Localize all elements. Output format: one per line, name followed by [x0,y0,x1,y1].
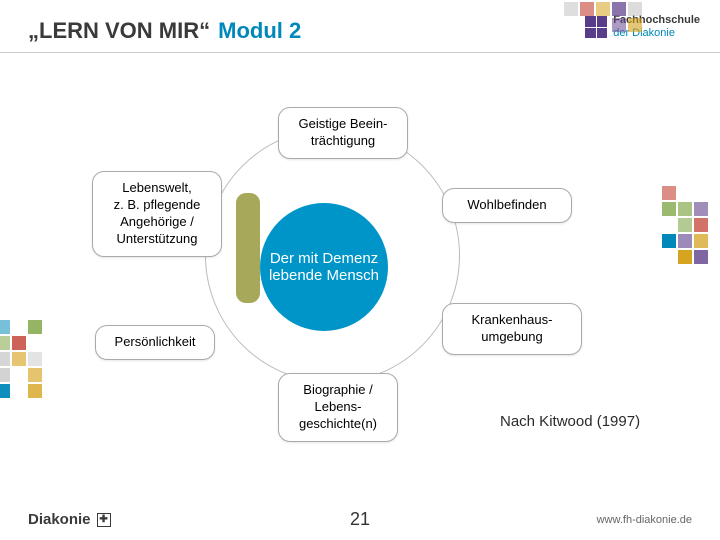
footer: Diakonie ✚ 21 www.fh-diakonie.de [0,511,720,528]
node-persoenlichkeit: Persönlichkeit [95,325,215,360]
attribution-text: Nach Kitwood (1997) [500,413,640,430]
node-krankenhaus: Krankenhaus-umgebung [442,303,582,355]
title-main: „LERN VON MIR“ [28,18,210,44]
footer-brand: Diakonie ✚ [28,511,111,528]
node-biographie: Biographie /Lebens-geschichte(n) [278,373,398,442]
decoration-squares [564,2,642,32]
concept-diagram: Der mit Demenz lebende Mensch Geistige Be… [0,53,720,473]
cross-icon: ✚ [97,513,111,527]
decoration-squares [0,320,42,398]
node-wohlbefinden: Wohlbefinden [442,188,572,223]
center-node: Der mit Demenz lebende Mensch [260,203,388,331]
node-lebenswelt: Lebenswelt,z. B. pflegendeAngehörige /Un… [92,171,222,257]
page-number: 21 [350,509,370,530]
title-sub: Modul 2 [218,18,301,44]
decoration-squares [662,186,708,264]
footer-url: www.fh-diakonie.de [597,514,692,526]
node-geistige: Geistige Beein-trächtigung [278,107,408,159]
